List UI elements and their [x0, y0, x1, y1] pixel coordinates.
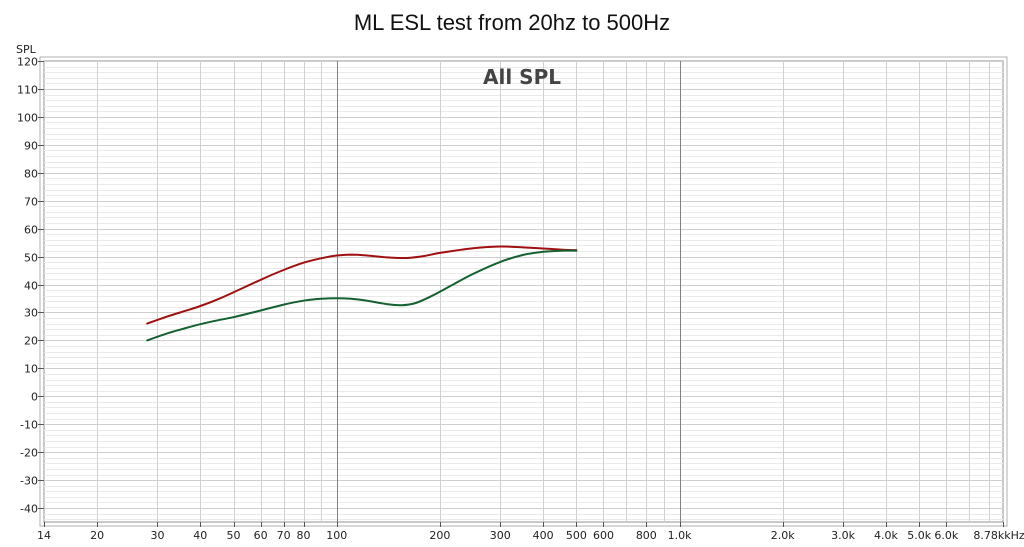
series-line-2 [146, 249, 578, 342]
y-tick-label: -20 [20, 447, 38, 460]
x-tick-label: 30 [150, 529, 164, 542]
y-tick-label: 20 [24, 335, 38, 348]
y-tick-label: -30 [20, 475, 38, 488]
x-tick-label: 3.0k [831, 529, 855, 542]
x-tick-label: 400 [533, 529, 554, 542]
y-tick-label: 0 [31, 391, 38, 404]
y-tick-label: 100 [17, 112, 38, 125]
y-tick-label: 80 [24, 168, 38, 181]
y-tick-label: 40 [24, 280, 38, 293]
chart-subtitle: All SPL [483, 65, 561, 89]
x-tick-label: 70 [277, 529, 291, 542]
y-tick-label: 30 [24, 307, 38, 320]
grid-layer [38, 56, 1008, 527]
y-tick-label: 10 [24, 363, 38, 376]
y-tick-label: 120 [17, 56, 38, 69]
chart-title: ML ESL test from 20hz to 500Hz [353, 10, 671, 35]
x-tick-label: 300 [490, 529, 511, 542]
y-tick-label: 90 [24, 140, 38, 153]
x-tick-label: 6.0k [934, 529, 958, 542]
y-tick-label: 70 [24, 196, 38, 209]
y-tick-label: -40 [20, 503, 38, 516]
x-tick-label: 500 [566, 529, 587, 542]
x-tick-label: 800 [636, 529, 657, 542]
x-tick-label: 14 [37, 529, 51, 542]
plot-outer-frame [39, 56, 1008, 527]
x-tick-label: 2.0k [771, 529, 795, 542]
x-tick-label: 200 [429, 529, 450, 542]
x-tick-label: 600 [593, 529, 614, 542]
x-tick-label: 40 [193, 529, 207, 542]
y-tick-label: 60 [24, 224, 38, 237]
x-tick-label: 100 [326, 529, 347, 542]
x-tick-label: 4.0k [874, 529, 898, 542]
x-tick-label: 20 [90, 529, 104, 542]
y-tick-label: -10 [20, 419, 38, 432]
x-tick-label: 50 [227, 529, 241, 542]
y-tick-label: 50 [24, 252, 38, 265]
series-line-1 [146, 245, 578, 325]
x-tick-label: 60 [254, 529, 268, 542]
series-layer [146, 245, 578, 342]
x-tick-label: 80 [297, 529, 311, 542]
y-axis-label: SPL [16, 43, 37, 56]
y-tick-label: 110 [17, 84, 38, 97]
x-tick-label: 5.0k [907, 529, 931, 542]
x-tick-label: 1.0k [668, 529, 692, 542]
label-layer: SPL All SPL 1201101009080706050403020100… [16, 43, 1024, 542]
x-tick-label: 8.78kkHz [973, 529, 1024, 542]
